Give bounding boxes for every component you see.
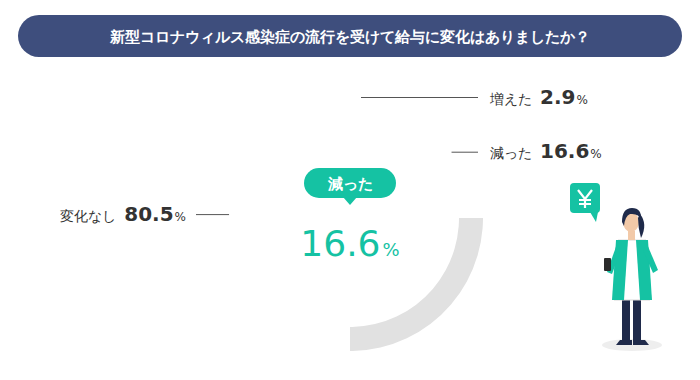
hair bbox=[638, 214, 644, 238]
slices bbox=[350, 218, 483, 351]
badge-text: 減った bbox=[327, 175, 373, 193]
center-annotation: 減った 16.6% bbox=[300, 168, 399, 264]
bubble-tail bbox=[590, 212, 598, 222]
title-banner bbox=[18, 15, 682, 57]
center-value-unit: % bbox=[383, 239, 400, 260]
label-value: 2.9 bbox=[540, 85, 575, 109]
shoe bbox=[616, 340, 632, 345]
arm bbox=[643, 244, 658, 273]
title: 新型コロナウィルス感染症の流行を受けて給与に変化はありましたか？ bbox=[109, 28, 590, 46]
badge bbox=[304, 168, 396, 198]
label-category: 減った bbox=[490, 145, 532, 161]
label-unit: % bbox=[590, 147, 601, 161]
center-value: 16.6% bbox=[300, 223, 399, 264]
slice bbox=[350, 218, 483, 351]
label-unit: % bbox=[576, 93, 587, 107]
neck bbox=[628, 231, 635, 240]
leader-line bbox=[452, 152, 478, 153]
data-labels: 増えた 2.9% 減った 16.6% 変化なし 80.5% bbox=[60, 85, 602, 226]
phone bbox=[604, 258, 611, 271]
badge-pointer bbox=[343, 197, 357, 205]
leader-line bbox=[361, 97, 478, 98]
chart-container: 新型コロナウィルス感染症の流行を受けて給与に変化はありましたか？増えた2.9%減… bbox=[0, 0, 700, 380]
chart-svg: 新型コロナウィルス感染症の流行を受けて給与に変化はありましたか？増えた2.9%減… bbox=[0, 0, 700, 380]
shadow bbox=[602, 339, 662, 351]
label-unit: % bbox=[175, 210, 186, 224]
currency-icon bbox=[578, 190, 592, 208]
illustration bbox=[570, 183, 662, 351]
label-value: 80.5 bbox=[124, 202, 173, 226]
shoe bbox=[633, 340, 649, 345]
center-value-number: 16.6 bbox=[300, 223, 380, 264]
data-label: 変化なし 80.5% bbox=[60, 202, 186, 226]
leader-line bbox=[196, 214, 229, 215]
data-label: 増えた 2.9% bbox=[489, 85, 588, 109]
label-value: 16.6 bbox=[540, 139, 589, 163]
bubble bbox=[570, 183, 600, 213]
label-category: 増えた bbox=[489, 91, 532, 107]
data-label: 減った 16.6% bbox=[490, 139, 602, 163]
label-category: 変化なし bbox=[60, 208, 116, 224]
